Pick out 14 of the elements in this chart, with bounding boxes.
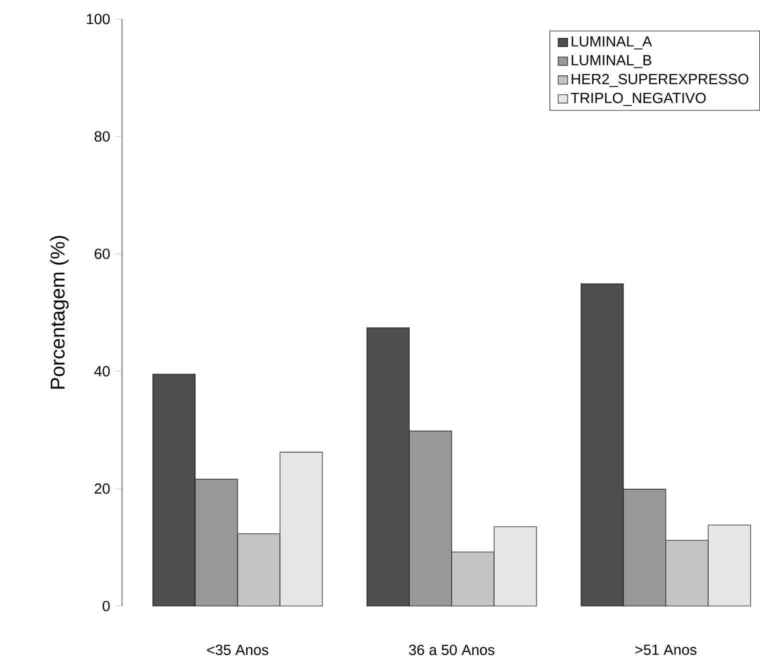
x-tick-label: <35 Anos: [207, 644, 268, 656]
x-tick-label: 36 a 50 Anos: [409, 644, 494, 656]
legend-label: TRIPLO_NEGATIVO: [570, 93, 706, 106]
x-tick-label: >51 Anos: [635, 644, 696, 656]
legend-label: LUMINAL_B: [572, 55, 652, 68]
y-tick-label: 100: [86, 14, 110, 24]
legend-label: HER2_SUPEREXPRESSO: [572, 74, 748, 88]
y-tick-label: 80: [94, 131, 110, 142]
y-tick-label: 0: [102, 601, 110, 612]
y-tick-label: 60: [94, 248, 110, 260]
y-tick-label: 40: [94, 366, 110, 377]
y-axis-title: Porcentagem (%): [50, 236, 69, 389]
y-tick-label: 20: [94, 484, 110, 494]
legend-label: LUMINAL_A: [572, 36, 652, 50]
